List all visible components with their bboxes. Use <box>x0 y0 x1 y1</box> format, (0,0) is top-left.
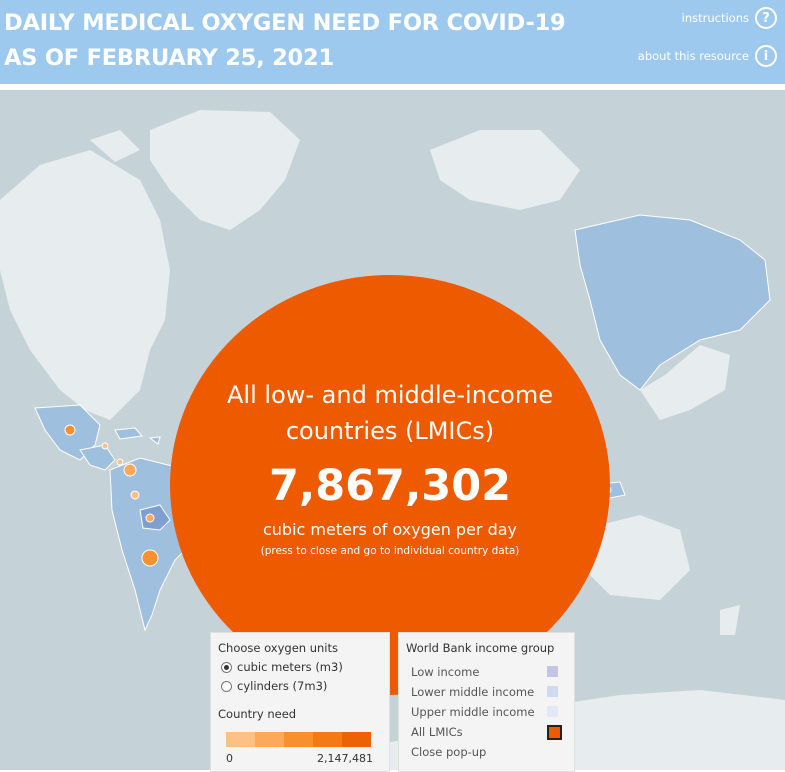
legend-low-income[interactable]: Low income <box>411 665 479 679</box>
scale-max-label: 2,147,481 <box>317 752 373 765</box>
units-title: Choose oxygen units <box>218 641 338 655</box>
income-group-panel: World Bank income group Low income Lower… <box>398 632 575 772</box>
new-zealand-shape <box>720 605 740 635</box>
australia-shape <box>580 515 690 600</box>
legend-label: Low income <box>411 665 480 679</box>
page-title: DAILY MEDICAL OXYGEN NEED FOR COVID-19 A… <box>4 6 566 76</box>
country-need-color-scale <box>226 732 371 747</box>
scale-step <box>255 732 284 747</box>
north-america-shape <box>0 150 170 420</box>
need-dot <box>64 424 76 436</box>
instructions-label: instructions <box>681 11 749 25</box>
caribbean-shape <box>114 427 161 445</box>
country-need-title: Country need <box>218 707 297 721</box>
swatch-all-lmics[interactable] <box>547 725 562 740</box>
lmic-summary-bubble[interactable]: All low- and middle-income countries (LM… <box>170 275 610 695</box>
radio-label-cubic-meters: cubic meters (m3) <box>237 660 343 674</box>
scale-step <box>313 732 342 747</box>
legend-label: All LMICs <box>411 725 463 739</box>
legend-label: Lower middle income <box>411 685 535 699</box>
swatch-low-income[interactable] <box>547 666 558 677</box>
income-group-title: World Bank income group <box>406 641 555 655</box>
bolivia-shape <box>139 504 171 531</box>
bubble-heading-line-2: countries (LMICs) <box>285 417 495 445</box>
bubble-heading-line-1: All low- and middle-income <box>227 381 553 409</box>
help-icon[interactable]: ? <box>755 7 777 29</box>
scale-step <box>284 732 313 747</box>
oxygen-unit-label: cubic meters of oxygen per day <box>262 520 518 539</box>
radio-label-cylinders: cylinders (7m3) <box>237 679 328 693</box>
header-bar: DAILY MEDICAL OXYGEN NEED FOR COVID-19 A… <box>0 0 785 84</box>
need-dot <box>141 549 159 567</box>
east-asia-shape <box>640 345 730 420</box>
close-hint-text: (press to close and go to individual cou… <box>260 545 520 557</box>
legend-lower-middle-income[interactable]: Lower middle income <box>411 685 534 699</box>
radio-cubic-meters[interactable]: cubic meters (m3) <box>221 660 343 674</box>
canada-islands-shape <box>60 130 140 185</box>
greenland-shape <box>150 110 300 230</box>
need-dot <box>145 513 155 523</box>
instructions-link[interactable]: instructions ? <box>682 7 777 29</box>
radio-cylinders[interactable]: cylinders (7m3) <box>221 679 327 693</box>
need-dot <box>123 463 137 477</box>
about-label: about this resource <box>637 49 749 63</box>
scale-min-label: 0 <box>226 752 233 765</box>
oxygen-total-value: 7,867,302 <box>268 461 512 511</box>
need-dot <box>130 490 140 500</box>
legend-label: Upper middle income <box>411 705 535 719</box>
title-line-2: AS OF FEBRUARY 25, 2021 <box>4 45 334 71</box>
legend-label: Close pop-up <box>411 745 487 759</box>
scale-step <box>342 732 371 747</box>
title-line-1: DAILY MEDICAL OXYGEN NEED FOR COVID-19 <box>4 10 566 36</box>
need-dot <box>101 442 109 450</box>
info-icon[interactable]: i <box>755 45 777 67</box>
map-shapes <box>0 110 785 770</box>
units-panel: Choose oxygen units cubic meters (m3) cy… <box>210 632 390 772</box>
swatch-lower-middle-income[interactable] <box>547 686 558 697</box>
bubble-heading: All low- and middle-income countries (LM… <box>170 377 610 449</box>
europe-shape <box>430 130 580 210</box>
radio-dot[interactable] <box>221 680 232 692</box>
radio-dot-selected[interactable] <box>221 661 232 673</box>
scale-step <box>226 732 255 747</box>
swatch-upper-middle-income[interactable] <box>547 706 558 717</box>
russia-asia-shape <box>574 214 771 391</box>
legend-upper-middle-income[interactable]: Upper middle income <box>411 705 535 719</box>
legend-all-lmics[interactable]: All LMICs <box>411 725 463 739</box>
legend-close-popup[interactable]: Close pop-up <box>411 745 486 759</box>
need-dot <box>116 458 124 466</box>
about-link[interactable]: about this resource i <box>638 45 777 67</box>
world-map[interactable]: All low- and middle-income countries (LM… <box>0 90 785 770</box>
central-america-shape <box>79 444 116 471</box>
